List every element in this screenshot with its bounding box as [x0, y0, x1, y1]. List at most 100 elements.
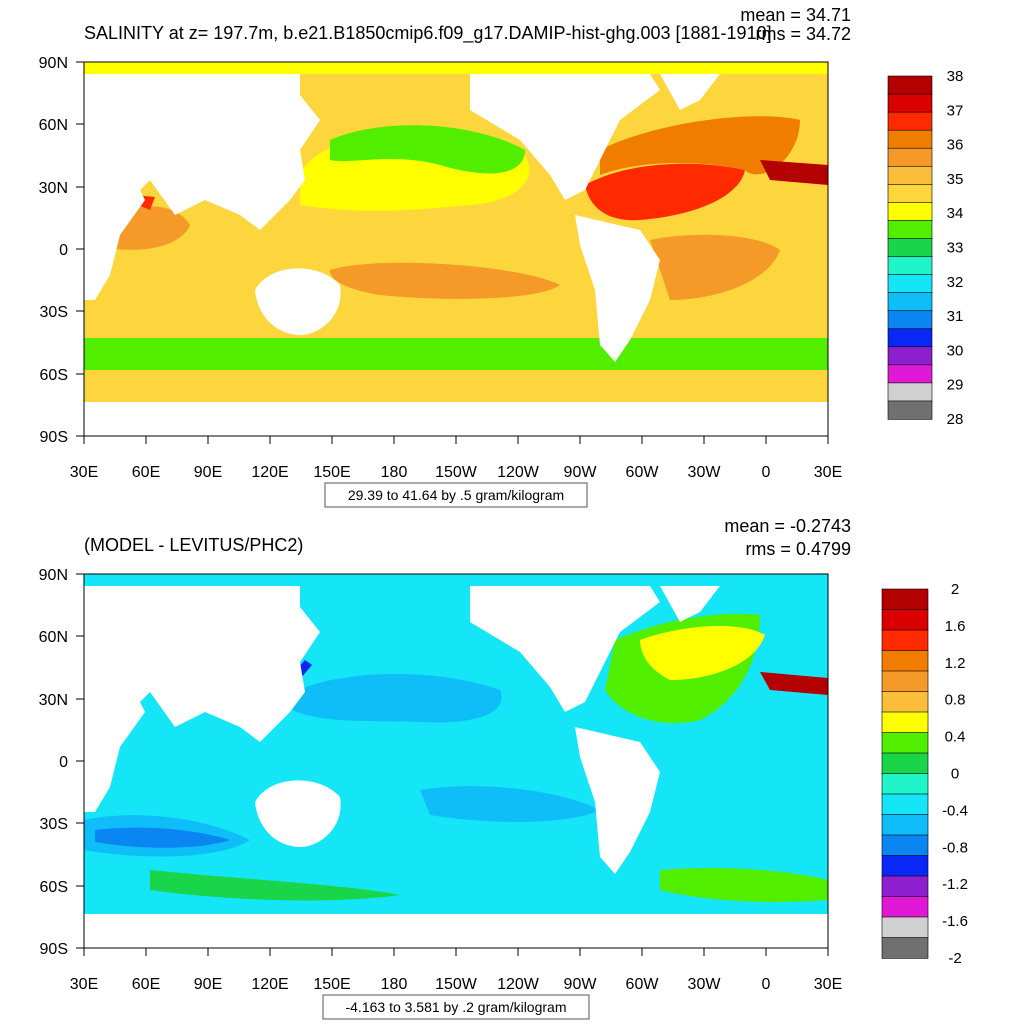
x-tick-label: 60E — [132, 464, 160, 481]
y-tick-label: 0 — [59, 754, 68, 771]
panel-title: SALINITY at z= 197.7m, b.e21.B1850cmip6.… — [84, 23, 772, 44]
rms-label: rms = 34.72 — [755, 24, 851, 44]
salinity-map — [76, 61, 829, 444]
colorbar-label: -0.8 — [942, 839, 968, 856]
x-tick-label: 120W — [497, 976, 540, 993]
y-tick-marks — [76, 573, 84, 949]
x-tick-label: 150W — [435, 976, 478, 993]
colorbar-swatch — [881, 814, 929, 836]
y-tick-label: 60N — [39, 629, 68, 646]
land — [84, 586, 828, 948]
colorbar-swatch — [881, 834, 929, 857]
y-tick-label: 60S — [40, 879, 68, 896]
colorbar-swatch — [881, 711, 929, 734]
x-tick-label: 90W — [564, 464, 598, 481]
land — [84, 74, 828, 436]
colorbar-label: 34 — [947, 205, 964, 222]
north-atlantic-salty — [585, 163, 745, 221]
y-tick-label: 90S — [40, 429, 68, 446]
x-tick-label: 180 — [381, 464, 408, 481]
colorbar: 38 37 36 35 34 33 32 31 30 29 28 — [887, 68, 964, 428]
x-tick-label: 60W — [626, 464, 660, 481]
x-tick-label: 30E — [70, 976, 98, 993]
colorbar: 2 1.6 1.2 0.8 0.4 0 -0.4 -0.8 -1.2 -1.6 -2 — [881, 581, 968, 967]
colorbar-swatch — [887, 147, 933, 167]
y-tick-label: 90N — [39, 55, 68, 72]
south-america-land — [575, 727, 660, 874]
colorbar-swatch — [887, 364, 933, 384]
colorbar-label: 29 — [947, 377, 964, 394]
colorbar-swatch — [887, 310, 933, 330]
eurasia-land — [84, 586, 320, 742]
north-atlantic-orange — [600, 116, 800, 175]
difference-panel: (MODEL - LEVITUS/PHC2) mean = -0.2743 rm… — [39, 516, 968, 1020]
x-tick-marks — [83, 948, 829, 956]
australia-land — [255, 780, 341, 847]
eurasia-land — [84, 74, 320, 230]
range-label-box — [324, 482, 588, 508]
range-label-box — [322, 994, 590, 1020]
x-tick-label: 30E — [70, 464, 98, 481]
colorbar-label: 1.2 — [945, 655, 966, 672]
range-label: -4.163 to 3.581 by .2 gram/kilogram — [345, 999, 566, 1015]
australia-land — [255, 268, 341, 335]
x-tick-labels: 30E 60E 90E 120E 150E 180 150W 120W 90W … — [70, 976, 842, 993]
south-pacific-salty — [330, 262, 560, 299]
colorbar-swatch — [887, 184, 933, 204]
y-tick-label: 90S — [40, 941, 68, 958]
colorbar-swatch — [881, 691, 929, 713]
x-tick-label: 90E — [194, 464, 222, 481]
y-tick-label: 60N — [39, 117, 68, 134]
colorbar-swatch — [881, 937, 929, 959]
colorbar-swatch — [881, 752, 929, 775]
colorbar-swatch — [881, 588, 929, 611]
colorbar-label: -0.4 — [942, 802, 968, 819]
colorbar-swatch — [887, 129, 933, 149]
colorbar-swatch — [887, 346, 933, 366]
y-tick-labels: 90N 60N 30N 0 30S 60S 90S — [39, 55, 68, 446]
rms-label: rms = 0.4799 — [745, 539, 851, 559]
colorbar-swatch — [881, 855, 929, 877]
colorbar-swatch — [881, 732, 929, 754]
mediterranean-anomaly — [760, 672, 828, 695]
greenland-land — [660, 586, 720, 622]
colorbar-label: -1.6 — [942, 913, 968, 930]
y-tick-label: 90N — [39, 567, 68, 584]
colorbar-label: -1.2 — [942, 876, 968, 893]
colorbar-swatch — [887, 274, 933, 294]
difference-map — [76, 573, 829, 956]
x-tick-label: 90E — [194, 976, 222, 993]
colorbar-swatch — [887, 256, 933, 276]
x-tick-label: 0 — [762, 464, 771, 481]
x-tick-label: 120E — [251, 464, 288, 481]
x-tick-label: 180 — [381, 976, 408, 993]
colorbar-swatch — [887, 75, 933, 95]
colorbar-label: 33 — [947, 240, 964, 257]
colorbar-swatch — [887, 165, 933, 186]
mean-label: mean = -0.2743 — [724, 516, 851, 536]
colorbar-swatch — [887, 328, 933, 348]
panel-title: (MODEL - LEVITUS/PHC2) — [84, 535, 303, 555]
colorbar-label: 0 — [951, 766, 959, 783]
arctic-band — [84, 62, 828, 74]
x-tick-label: 150E — [313, 976, 350, 993]
x-tick-marks — [83, 436, 829, 444]
range-label: 29.39 to 41.64 by .5 gram/kilogram — [348, 487, 564, 503]
y-tick-label: 30N — [39, 692, 68, 709]
colorbar-swatch — [881, 609, 929, 631]
x-tick-label: 30W — [688, 464, 722, 481]
x-tick-label: 90W — [564, 976, 598, 993]
colorbar-swatch — [887, 111, 933, 131]
colorbar-swatch — [881, 650, 929, 672]
y-tick-label: 0 — [59, 242, 68, 259]
colorbar-label: 0.4 — [945, 729, 966, 746]
colorbar-label: 37 — [947, 102, 964, 119]
x-tick-label: 60W — [626, 976, 660, 993]
colorbar-label: 32 — [947, 274, 964, 291]
salinity-panel: SALINITY at z= 197.7m, b.e21.B1850cmip6.… — [39, 5, 964, 508]
north-america-land — [470, 586, 660, 712]
colorbar-swatch — [887, 202, 933, 222]
x-tick-label: 120E — [251, 976, 288, 993]
y-tick-label: 30N — [39, 180, 68, 197]
